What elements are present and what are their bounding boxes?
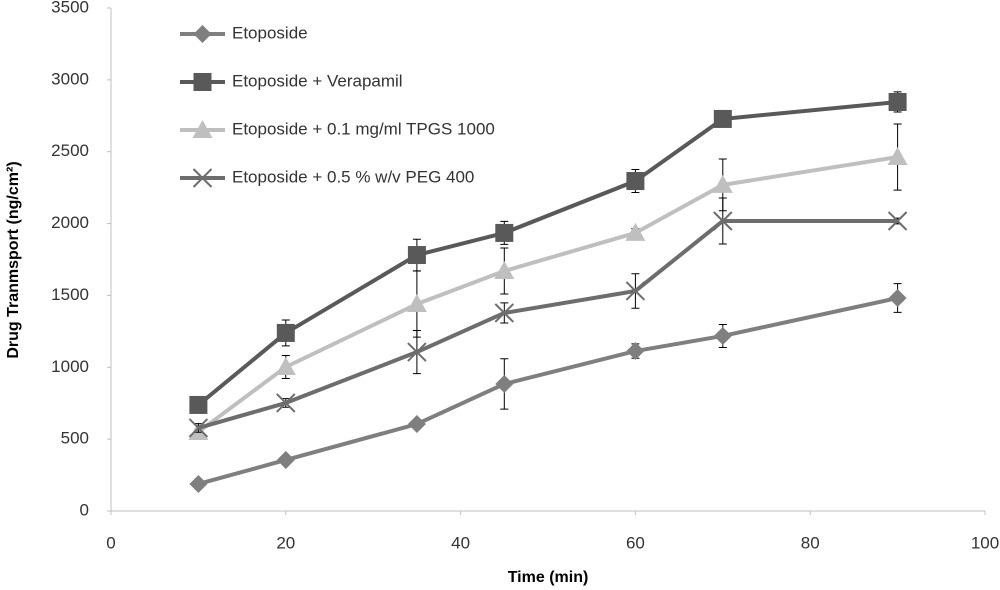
y-tick-label: 1500: [51, 285, 89, 304]
y-tick-label: 2500: [51, 141, 89, 160]
marker: [188, 418, 209, 438]
y-tick-label: 3500: [51, 0, 89, 16]
y-tick-label: 0: [80, 500, 89, 519]
marker: [625, 281, 646, 301]
marker: [625, 222, 646, 241]
series-line: [197, 296, 899, 486]
series-line: [197, 155, 898, 434]
legend-label: Etoposide + Verapamil: [232, 71, 403, 90]
y-tick-label: 500: [61, 429, 89, 448]
x-tick-label: 100: [971, 533, 999, 552]
marker: [713, 211, 733, 231]
legend-label: Etoposide + 0.1 mg/ml TPGS 1000: [232, 119, 495, 138]
series: [189, 91, 907, 414]
series: [188, 123, 908, 440]
marker: [494, 260, 515, 279]
x-axis-title: Time (min): [508, 569, 589, 586]
x-tick-label: 20: [276, 533, 295, 552]
marker: [626, 342, 645, 361]
marker: [887, 211, 908, 231]
marker: [495, 374, 514, 393]
legend: Etoposide Etoposide + Verapamil Etoposide …: [180, 23, 495, 188]
x-tick-label: 0: [106, 533, 115, 552]
legend-label: Etoposide: [232, 23, 308, 42]
marker: [276, 323, 295, 342]
y-tick-label: 3000: [51, 69, 89, 88]
y-tick-label: 2000: [51, 213, 89, 232]
marker: [494, 303, 515, 323]
marker: [888, 92, 907, 111]
series: [188, 197, 908, 438]
marker: [713, 109, 732, 128]
x-tick-label: 40: [451, 533, 470, 552]
series: [189, 283, 907, 493]
marker: [713, 326, 732, 345]
marker: [406, 294, 427, 313]
marker: [276, 450, 295, 469]
marker: [888, 289, 907, 308]
marker: [887, 147, 908, 166]
x-tick-label: 60: [626, 533, 645, 552]
legend-marker: [193, 73, 212, 91]
y-tick-label: 1000: [51, 357, 89, 376]
marker: [189, 474, 208, 493]
legend-label: Etoposide + 0.5 % w/v PEG 400: [232, 167, 474, 186]
legend-marker: [193, 25, 212, 43]
marker: [407, 415, 426, 434]
marker: [495, 223, 514, 242]
legend-marker: [192, 120, 213, 138]
marker: [626, 172, 645, 191]
x-tick-label: 80: [801, 533, 820, 552]
marker: [712, 174, 733, 193]
marker: [276, 393, 296, 413]
legend-marker: [192, 168, 213, 188]
marker: [407, 246, 426, 265]
marker: [189, 395, 208, 414]
marker: [407, 342, 427, 362]
y-axis-title: Drug Tranmsport (ng/cm²): [5, 161, 22, 358]
marker: [275, 356, 296, 375]
